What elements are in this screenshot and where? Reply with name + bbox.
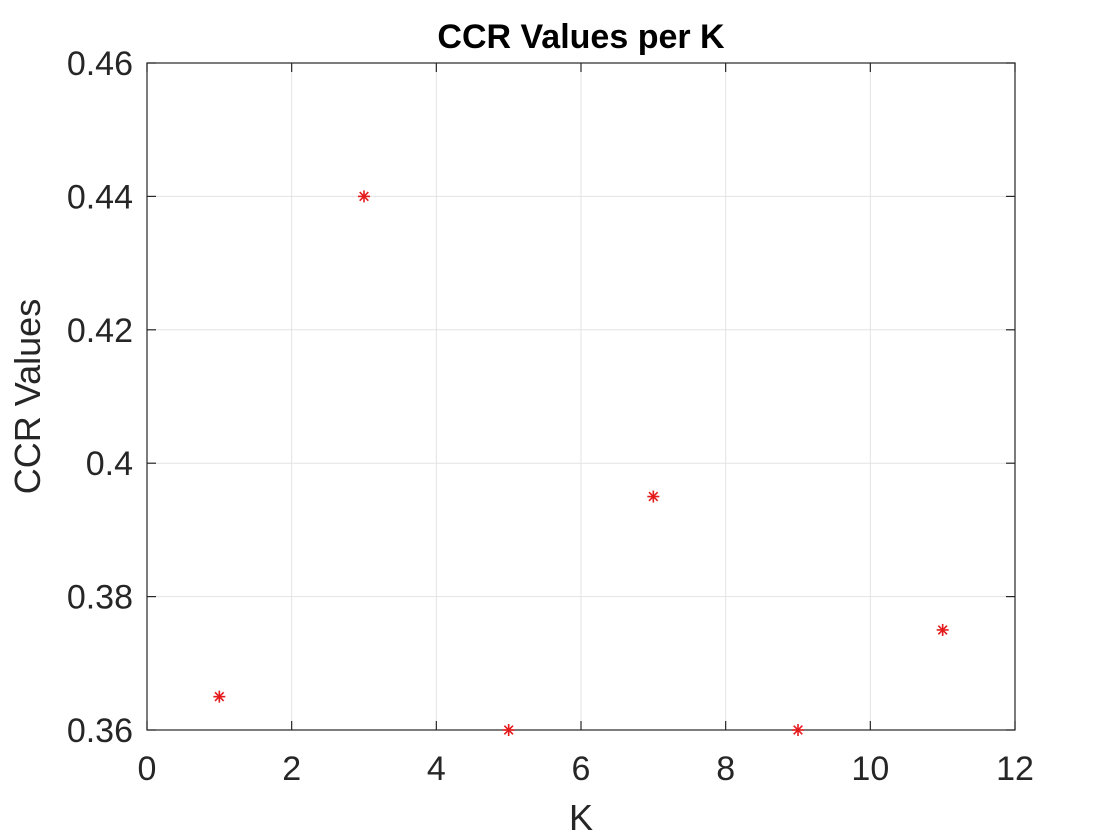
y-tick-label: 0.38 <box>67 579 133 617</box>
x-axis-label: K <box>569 797 593 838</box>
x-tick-label: 6 <box>572 750 591 788</box>
data-points <box>213 190 949 736</box>
data-point <box>792 724 804 736</box>
x-tick-label: 0 <box>138 750 157 788</box>
y-axis-label: CCR Values <box>7 299 48 494</box>
data-point <box>213 690 226 703</box>
chart-title: CCR Values per K <box>437 18 725 56</box>
y-tick-label: 0.36 <box>67 712 133 750</box>
x-tick-label: 10 <box>851 750 889 788</box>
y-tick-label: 0.4 <box>86 445 133 483</box>
x-tick-label: 2 <box>282 750 301 788</box>
data-point <box>502 724 515 736</box>
y-tick-label: 0.44 <box>67 178 133 216</box>
axis-ticks <box>146 62 1016 731</box>
data-point <box>936 623 949 636</box>
data-point <box>647 490 660 503</box>
grid-lines <box>146 62 1016 731</box>
x-tick-labels: 0 2 4 6 8 10 12 <box>138 750 1034 788</box>
x-tick-label: 12 <box>996 750 1034 788</box>
y-tick-label: 0.46 <box>67 45 133 83</box>
x-tick-label: 4 <box>427 750 446 788</box>
y-tick-labels: 0.36 0.38 0.4 0.42 0.44 0.46 <box>67 45 133 750</box>
x-tick-label: 8 <box>716 750 735 788</box>
y-tick-label: 0.42 <box>67 312 133 350</box>
data-point <box>358 190 370 203</box>
